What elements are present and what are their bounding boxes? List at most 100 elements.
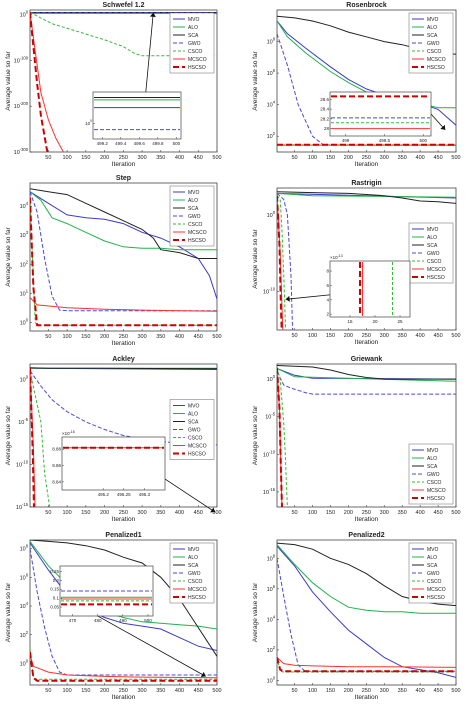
x-axis-label: Iteration xyxy=(112,694,136,701)
inset-x-tick-label: 480 xyxy=(94,618,102,623)
arrow-head xyxy=(440,124,446,130)
chart-title: Step xyxy=(116,175,131,182)
x-tick-label: 250 xyxy=(362,688,371,694)
legend-label: GWO xyxy=(188,428,201,434)
x-tick-label: 500 xyxy=(451,510,460,516)
series-line-hscso xyxy=(277,195,283,330)
x-tick-label: 300 xyxy=(137,334,146,340)
legend-box xyxy=(169,399,215,460)
arrow-head xyxy=(285,295,290,302)
inset-x-tick-label: 500 xyxy=(419,138,427,143)
legend-label: MVO xyxy=(188,190,200,196)
y-axis-label: Average value so far xyxy=(252,228,259,288)
legend-label: SCA xyxy=(188,33,199,39)
y-tick-label: 100 xyxy=(20,317,29,326)
inset-y-tick-label: 0.2 xyxy=(53,578,60,583)
y-tick-label: 102 xyxy=(267,131,276,140)
x-tick-label: 50 xyxy=(45,155,51,161)
legend-label: MCSCO xyxy=(188,444,207,450)
x-tick-label: 400 xyxy=(416,333,425,339)
series-line-csco xyxy=(277,367,288,507)
chart-panel: Griewank 50 100 150 200 250 300 350 400 450 500 Ite… xyxy=(252,356,461,523)
series-line-mcsco xyxy=(30,654,217,679)
inset-y-tick-label: 0.05 xyxy=(50,605,59,610)
legend-label: GWO xyxy=(427,472,440,478)
series-line-gwo xyxy=(30,191,217,312)
x-tick-label: 400 xyxy=(416,155,425,161)
x-tick-label: 450 xyxy=(194,510,203,516)
inset-plot: 495.2 495.25 495.3 8.84 8.86 8.88 ×10-16 xyxy=(52,430,216,513)
series-line-mcsco xyxy=(277,657,456,668)
inset-y-tick-label: 28.2 xyxy=(320,116,329,121)
y-axis-label: Average value so far xyxy=(252,405,259,465)
legend: MVO ALO SCA GWO CSCO MCSCO HSCSO xyxy=(408,542,454,604)
legend-label: GWO xyxy=(427,41,440,47)
inset-y-tick-label: 28.4 xyxy=(320,107,329,112)
x-tick-label: 250 xyxy=(362,155,371,161)
inset-x-tick-label: 495.25 xyxy=(117,492,131,497)
y-tick-label: 10-10 xyxy=(263,449,276,458)
x-tick-label: 50 xyxy=(292,333,298,339)
inset-x-tick-label: 15 xyxy=(347,319,353,324)
inset-y-tick-label: 100 xyxy=(85,119,92,126)
x-axis-label: Iteration xyxy=(112,516,136,523)
y-axis-label: Average value so far xyxy=(5,226,12,286)
inset-x-tick-label: 500 xyxy=(144,618,152,623)
legend-label: ALO xyxy=(427,555,437,561)
legend-label: GWO xyxy=(427,571,440,577)
y-tick-label: 10-15 xyxy=(16,502,29,511)
series-group xyxy=(277,365,456,507)
y-tick-label: 104 xyxy=(20,601,29,610)
chart-panel: Rastrigin 50 100 150 200 250 300 350 400 450 500 It… xyxy=(252,180,461,346)
x-tick-label: 200 xyxy=(344,333,353,339)
x-axis-label: Iteration xyxy=(355,694,379,701)
chart-title: Schwefel 1.2 xyxy=(102,2,144,9)
series-line-mcsco xyxy=(30,297,217,312)
x-tick-label: 500 xyxy=(212,688,221,694)
inset-x-tick-label: 499.8 xyxy=(152,141,164,146)
inset-arrow xyxy=(285,294,333,300)
x-tick-label: 150 xyxy=(326,688,335,694)
legend-label: MVO xyxy=(427,547,439,553)
legend-label: MVO xyxy=(427,227,439,233)
y-tick-label: 108 xyxy=(267,37,276,46)
series-line-hscso xyxy=(30,197,217,327)
legend-label: ALO xyxy=(188,25,198,31)
x-tick-label: 100 xyxy=(308,333,317,339)
x-tick-label: 50 xyxy=(292,155,298,161)
x-tick-label: 350 xyxy=(156,155,165,161)
x-tick-label: 100 xyxy=(308,155,317,161)
y-tick-label: 106 xyxy=(267,68,276,77)
inset-y-tick-label: 28 xyxy=(324,126,330,131)
y-tick-label: 10-10 xyxy=(16,459,29,468)
inset-area xyxy=(92,91,182,140)
x-tick-label: 150 xyxy=(81,510,90,516)
x-tick-label: 50 xyxy=(292,688,298,694)
series-group xyxy=(30,11,217,152)
x-tick-label: 350 xyxy=(156,334,165,340)
x-tick-label: 350 xyxy=(398,688,407,694)
x-tick-label: 100 xyxy=(63,334,72,340)
x-tick-label: 350 xyxy=(156,688,165,694)
inset-area xyxy=(329,91,432,137)
x-tick-label: 250 xyxy=(119,334,128,340)
x-tick-label: 500 xyxy=(451,333,460,339)
inset-y-tick-label: 8 xyxy=(326,269,329,274)
x-tick-label: 500 xyxy=(212,155,221,161)
x-tick-label: 400 xyxy=(175,510,184,516)
x-tick-label: 450 xyxy=(433,333,442,339)
legend-label: SCA xyxy=(188,420,199,426)
inset-x-tick-label: 500 xyxy=(173,141,181,146)
inset-y-tick-label: 6 xyxy=(326,283,329,288)
x-axis-label: Iteration xyxy=(112,161,136,168)
series-line-sca xyxy=(30,188,217,259)
series-line-gwo xyxy=(277,193,294,330)
y-tick-label: 100 xyxy=(20,658,29,667)
legend-label: ALO xyxy=(188,412,198,418)
series-line-hscso xyxy=(30,368,35,507)
legend-label: CSCO xyxy=(427,579,442,585)
x-tick-label: 150 xyxy=(81,688,90,694)
x-tick-label: 400 xyxy=(416,688,425,694)
series-line-csco xyxy=(277,657,456,673)
